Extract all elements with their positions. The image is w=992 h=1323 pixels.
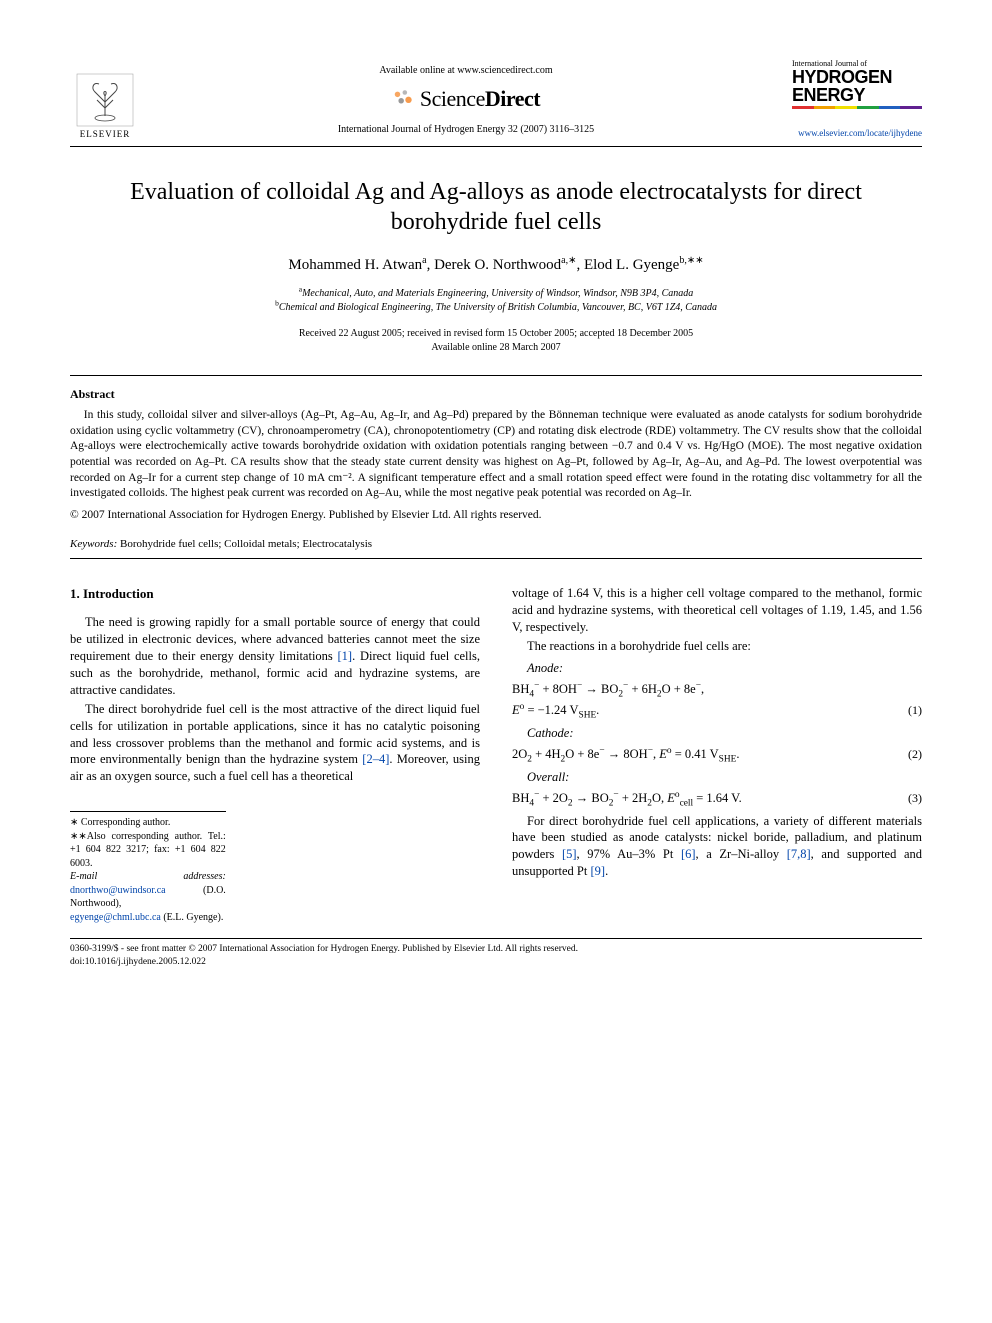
keywords-text: Borohydride fuel cells; Colloidal metals…	[120, 538, 372, 550]
keywords: Keywords: Borohydride fuel cells; Colloi…	[70, 537, 922, 552]
elsevier-logo: ELSEVIER	[70, 60, 140, 140]
dates-online: Available online 28 March 2007	[70, 341, 922, 355]
footnote-also-corresponding: ∗∗Also corresponding author. Tel.: +1 60…	[70, 830, 226, 871]
available-online-text: Available online at www.sciencedirect.co…	[140, 64, 792, 78]
cathode-label: Cathode:	[512, 725, 922, 742]
email-link-2[interactable]: egyenge@chml.ubc.ca	[70, 912, 161, 923]
header-center: Available online at www.sciencedirect.co…	[140, 60, 792, 137]
eq3-body: BH4− + 2O2 → BO2− + 2H2O, Eocell = 1.64 …	[512, 790, 742, 807]
journal-logo: International Journal of HYDROGEN ENERGY…	[792, 60, 922, 139]
intro-p1: The need is growing rapidly for a small …	[70, 614, 480, 698]
authors: Mohammed H. Atwana, Derek O. Northwooda,…	[70, 255, 922, 275]
keywords-label: Keywords:	[70, 538, 117, 550]
intro-p3: The reactions in a borohydride fuel cell…	[512, 638, 922, 655]
footnotes: ∗ Corresponding author. ∗∗Also correspon…	[70, 811, 226, 924]
equation-1b: Eo = −1.24 VSHE. (1)	[512, 702, 922, 719]
sciencedirect-icon	[392, 87, 414, 109]
journal-logo-line3: ENERGY	[792, 86, 922, 104]
intro-p2b: voltage of 1.64 V, this is a higher cell…	[512, 585, 922, 636]
abstract-body: In this study, colloidal silver and silv…	[70, 408, 922, 501]
footer-line1: 0360-3199/$ - see front matter © 2007 In…	[70, 943, 922, 955]
elsevier-tree-icon	[75, 72, 135, 128]
article-title: Evaluation of colloidal Ag and Ag-alloys…	[120, 177, 872, 237]
page-header: ELSEVIER Available online at www.science…	[70, 60, 922, 140]
affiliations: aMechanical, Auto, and Materials Enginee…	[70, 287, 922, 315]
eq2-number: (2)	[908, 746, 922, 762]
email-link-1[interactable]: dnorthwo@uwindsor.ca	[70, 885, 166, 896]
eq1-body: BH4− + 8OH− → BO2− + 6H2O + 8e−,	[512, 681, 704, 698]
affiliation-b: Chemical and Biological Engineering, The…	[279, 302, 717, 313]
equation-2: 2O2 + 4H2O + 8e− → 8OH−, Eo = 0.41 VSHE.…	[512, 746, 922, 763]
intro-p2: The direct borohydride fuel cell is the …	[70, 701, 480, 785]
abstract-copyright: © 2007 International Association for Hyd…	[70, 508, 922, 524]
elsevier-label: ELSEVIER	[80, 128, 131, 140]
footnote-email-label: E-mail addresses:	[70, 871, 226, 882]
article-dates: Received 22 August 2005; received in rev…	[70, 327, 922, 355]
abstract-top-rule	[70, 375, 922, 376]
overall-label: Overall:	[512, 769, 922, 786]
equation-3: BH4− + 2O2 → BO2− + 2H2O, Eocell = 1.64 …	[512, 790, 922, 807]
section-1-heading: 1. Introduction	[70, 585, 480, 603]
footnote-corresponding: ∗ Corresponding author.	[70, 816, 226, 830]
journal-logo-line2: HYDROGEN	[792, 68, 922, 86]
footnote-emails: E-mail addresses: dnorthwo@uwindsor.ca (…	[70, 870, 226, 911]
journal-locate-link[interactable]: www.elsevier.com/locate/ijhydene	[792, 127, 922, 139]
sciencedirect-logo: ScienceDirect	[140, 84, 792, 114]
dates-received: Received 22 August 2005; received in rev…	[70, 327, 922, 341]
affiliation-a: Mechanical, Auto, and Materials Engineer…	[302, 288, 693, 299]
anode-label: Anode:	[512, 660, 922, 677]
eq2-body: 2O2 + 4H2O + 8e− → 8OH−, Eo = 0.41 VSHE.	[512, 746, 739, 763]
equation-1: BH4− + 8OH− → BO2− + 6H2O + 8e−,	[512, 681, 922, 698]
footer-doi: doi:10.1016/j.ijhydene.2005.12.022	[70, 956, 922, 968]
article-body: 1. Introduction The need is growing rapi…	[70, 585, 922, 924]
abstract-heading: Abstract	[70, 386, 922, 402]
footer-meta: 0360-3199/$ - see front matter © 2007 In…	[70, 943, 922, 968]
header-rule	[70, 146, 922, 147]
eq1b-body: Eo = −1.24 VSHE.	[512, 702, 599, 719]
abstract-text: In this study, colloidal silver and silv…	[70, 408, 922, 501]
eq1-number: (1)	[908, 702, 922, 718]
journal-citation: International Journal of Hydrogen Energy…	[140, 123, 792, 137]
intro-p4: For direct borohydride fuel cell applica…	[512, 813, 922, 881]
footer-rule	[70, 938, 922, 939]
abstract-bottom-rule	[70, 558, 922, 559]
journal-logo-stripe	[792, 106, 922, 109]
sciencedirect-text: ScienceDirect	[420, 84, 540, 114]
email-who-2: (E.L. Gyenge).	[163, 912, 223, 923]
eq3-number: (3)	[908, 790, 922, 806]
